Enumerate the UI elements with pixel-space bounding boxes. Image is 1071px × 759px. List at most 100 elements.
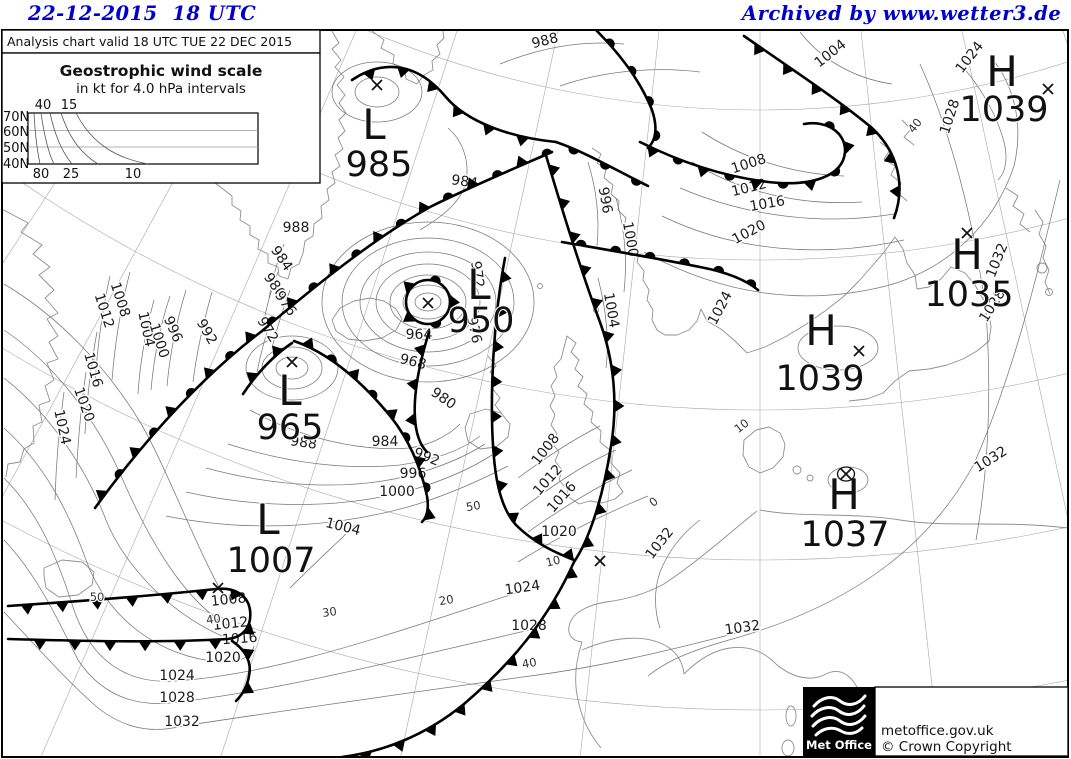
- warm-front-semicircle: [114, 469, 124, 479]
- grid-label: 10: [544, 553, 562, 570]
- cold-front-triangle: [614, 399, 625, 413]
- isobar-label: 1024: [953, 39, 988, 77]
- warm-front-semicircle: [541, 148, 553, 157]
- pressure-center-letter: L: [467, 260, 491, 309]
- pressure-center-value: 1037: [800, 515, 889, 555]
- warm-front-semicircle: [402, 432, 411, 443]
- cold-front-triangle: [373, 230, 385, 243]
- cold-front-triangle: [406, 378, 418, 392]
- cold-front-triangle: [467, 177, 479, 190]
- metoffice-logo-block: Met Office metoffice.gov.uk © Crown Copy…: [803, 686, 1069, 757]
- isobar-label: 1008: [729, 151, 768, 177]
- cold-front-triangle: [749, 179, 763, 191]
- wind-scale-lat-label: 40N: [3, 157, 29, 172]
- warm-front-semicircle: [423, 482, 431, 494]
- cold-front-triangle: [385, 409, 398, 421]
- cold-front-triangle: [160, 593, 174, 604]
- cold-front-triangle: [531, 533, 543, 546]
- warm-front-semicircle: [605, 38, 615, 49]
- cold-front-triangle: [245, 331, 257, 344]
- isobar-label: 1020: [205, 650, 241, 666]
- isobar-label: 1008: [210, 590, 247, 610]
- grid-label: 40: [521, 655, 538, 671]
- pressure-center-value: 985: [346, 145, 413, 185]
- isobar-label: 1028: [511, 618, 547, 634]
- cold-front-triangle: [839, 103, 851, 116]
- grid-label: 30: [321, 604, 337, 620]
- warm-front-semicircle: [568, 146, 579, 155]
- warm-front-semicircle: [631, 177, 642, 186]
- wind-scale-lat-label: 70N: [3, 110, 29, 125]
- wind-scale-speed-label: 10: [125, 167, 142, 182]
- center-x-mark: [961, 227, 973, 239]
- warm-front-semicircle: [644, 251, 656, 259]
- crown-copyright: © Crown Copyright: [881, 739, 1012, 755]
- wind-scale-lat-label: 60N: [3, 125, 29, 140]
- cold-front-triangle: [505, 654, 518, 667]
- wind-scale-diagram: [27, 112, 259, 165]
- isobar-label: 992: [193, 316, 220, 347]
- isobar-label: 972: [467, 260, 487, 289]
- cold-front-triangle: [286, 297, 299, 309]
- metoffice-brand: Met Office: [806, 738, 872, 752]
- wind-scale-speed-label: 25: [63, 167, 80, 182]
- occluded-front-atlantic: [93, 150, 554, 510]
- isobar-layer: [3, 31, 1061, 730]
- cold-front-triangle: [492, 444, 504, 458]
- center-x-mark: [853, 345, 865, 357]
- warm-front-semicircle: [824, 121, 835, 129]
- cold-front-triangle: [203, 367, 216, 380]
- cold-front-l965-west: [241, 341, 294, 396]
- cold-front-triangle: [418, 201, 431, 214]
- cold-front-triangle: [242, 623, 255, 635]
- cold-front-triangle: [347, 369, 360, 381]
- pressure-center-value: 965: [257, 408, 324, 448]
- cold-front-triangle: [565, 567, 578, 579]
- cold-front-sw-upper: [6, 587, 252, 612]
- isobar-label: 1012: [212, 614, 249, 634]
- isobar-label: 1004: [600, 291, 622, 329]
- wind-scale-curves: [33, 112, 149, 165]
- cold-front-triangle: [125, 596, 139, 607]
- cold-front-triangle: [569, 231, 581, 244]
- cold-front-triangle: [129, 447, 142, 459]
- cold-front-triangle: [449, 295, 460, 309]
- cold-front-triangle: [403, 281, 416, 293]
- cold-front-triangle: [427, 80, 439, 92]
- cold-front-triangle: [413, 344, 426, 357]
- cold-front-triangle: [242, 682, 255, 694]
- warm-front-semicircle: [653, 130, 661, 141]
- cold-front-triangle: [414, 456, 426, 469]
- isobar-label: 1028: [159, 690, 195, 706]
- cold-front-triangle: [402, 310, 415, 322]
- cold-front-triangle: [591, 297, 603, 310]
- cold-front-triangle: [405, 413, 416, 427]
- cold-front-triangle: [90, 599, 104, 610]
- warm-front-semicircle: [713, 265, 724, 273]
- warm-front-semicircle: [185, 387, 196, 398]
- pressure-center-letter: L: [362, 100, 386, 149]
- isobar-label: 1024: [504, 578, 542, 599]
- center-x-mark: [212, 582, 224, 594]
- warm-front-semicircle: [575, 239, 587, 247]
- warm-front-semicircle: [351, 249, 362, 259]
- isobar-label: 996: [595, 186, 615, 215]
- warm-front-semicircle: [149, 427, 159, 438]
- warm-front-semicircle: [266, 316, 277, 326]
- cold-front-triangle: [548, 164, 561, 177]
- pressure-center-value: 1035: [924, 275, 1013, 315]
- cold-front-triangle: [424, 724, 437, 736]
- grid-label: 40: [205, 611, 221, 627]
- cold-front-triangle: [20, 604, 34, 615]
- grid-number-labels: 50 40 30 20 10 50 40 1004 0: [88, 114, 926, 672]
- isobar-label: 1024: [705, 289, 736, 328]
- wind-scale-speed-label: 15: [61, 98, 78, 113]
- cold-front-sw-lower: [6, 608, 252, 643]
- cold-front-triangle: [246, 372, 259, 384]
- center-x-mark: [1042, 83, 1054, 95]
- cold-front-triangle: [242, 648, 255, 661]
